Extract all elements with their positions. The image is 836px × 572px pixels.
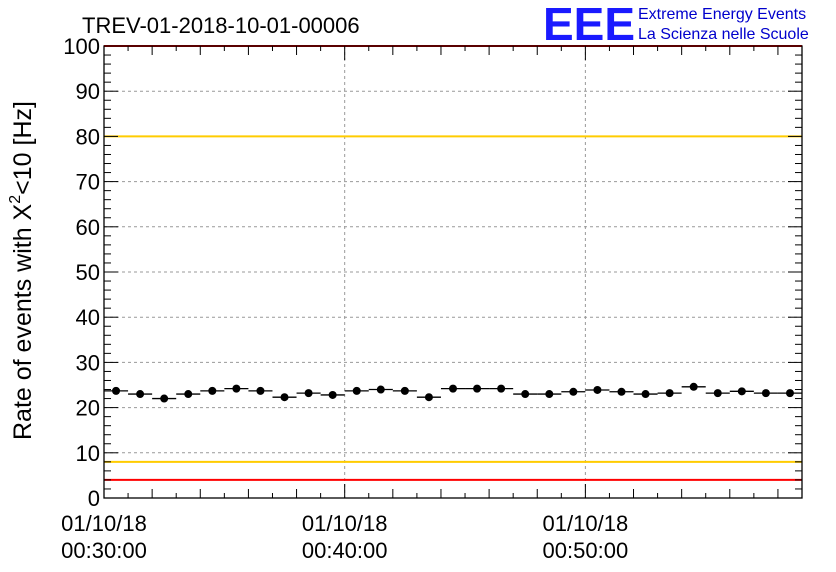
- marker-20: [593, 385, 602, 394]
- marker-16: [497, 384, 506, 393]
- data-point-3: [176, 390, 201, 399]
- data-point-0: [104, 386, 129, 395]
- marker-4: [208, 386, 217, 395]
- data-point-17: [513, 390, 538, 399]
- data-point-28: [777, 389, 802, 398]
- logo-line-1: Extreme Energy Events: [638, 6, 806, 23]
- marker-19: [569, 387, 578, 396]
- marker-23: [665, 389, 674, 398]
- y-tick-label-5: 50: [76, 260, 100, 285]
- x-tick-label-time-1: 00:40:00: [302, 538, 388, 563]
- eee-logo: EEE Extreme Energy Events La Scienza nel…: [543, 0, 809, 50]
- y-axis-label: Rate of events with X2<10 [Hz]: [7, 101, 37, 440]
- marker-0: [112, 386, 121, 395]
- data-point-18: [537, 390, 562, 399]
- y-axis-label-superscript: 2: [7, 195, 24, 204]
- y-tick-label-0: 0: [88, 486, 100, 511]
- data-point-11: [368, 385, 393, 394]
- data-point-19: [561, 387, 586, 396]
- data-point-10: [344, 386, 369, 395]
- x-tick-label-time-0: 00:30:00: [61, 538, 147, 563]
- data-point-8: [296, 389, 321, 398]
- marker-18: [545, 390, 554, 399]
- marker-26: [737, 387, 746, 396]
- data-point-16: [489, 384, 514, 393]
- data-points: [104, 382, 802, 403]
- data-point-23: [657, 389, 682, 398]
- x-tick-label-date-0: 01/10/18: [61, 511, 147, 536]
- y-axis-label-tail: <10 [Hz]: [9, 101, 37, 195]
- y-tick-label-3: 30: [76, 350, 100, 375]
- marker-27: [761, 389, 770, 398]
- data-point-20: [585, 385, 610, 394]
- marker-22: [641, 390, 650, 399]
- data-point-25: [705, 389, 730, 398]
- marker-3: [184, 390, 193, 399]
- marker-13: [424, 393, 433, 402]
- marker-9: [328, 390, 337, 399]
- marker-28: [785, 389, 794, 398]
- data-point-6: [248, 386, 273, 395]
- data-point-12: [392, 386, 417, 395]
- y-tick-label-6: 60: [76, 215, 100, 240]
- reference-lines: [104, 45, 802, 481]
- y-tick-label-10: 100: [63, 34, 100, 59]
- marker-10: [352, 386, 361, 395]
- chart-title: TREV-01-2018-10-01-00006: [82, 13, 360, 38]
- marker-21: [617, 387, 626, 396]
- y-tick-label-1: 10: [76, 441, 100, 466]
- data-point-27: [753, 389, 778, 398]
- marker-24: [689, 382, 698, 391]
- marker-12: [400, 386, 409, 395]
- data-point-24: [681, 382, 706, 391]
- x-tick-label-time-2: 00:50:00: [543, 538, 629, 563]
- grid: [104, 46, 802, 498]
- logo-eee: EEE: [543, 0, 635, 50]
- data-point-9: [320, 390, 345, 399]
- marker-5: [232, 384, 241, 393]
- x-tick-label-date-2: 01/10/18: [543, 511, 629, 536]
- data-point-7: [272, 393, 297, 402]
- y-tick-label-9: 90: [76, 79, 100, 104]
- y-tick-label-8: 80: [76, 124, 100, 149]
- marker-7: [280, 393, 289, 402]
- logo-line-2: La Scienza nelle Scuole: [638, 26, 809, 43]
- data-point-14: [440, 384, 466, 393]
- data-point-21: [609, 387, 634, 396]
- y-axis-label-main: Rate of events with X: [9, 203, 37, 440]
- axes: 010203040506070809010001/10/1800:30:0001…: [61, 34, 803, 563]
- data-point-2: [152, 394, 177, 403]
- marker-1: [136, 390, 145, 399]
- x-tick-label-date-1: 01/10/18: [302, 511, 388, 536]
- marker-2: [160, 394, 169, 403]
- data-point-26: [729, 387, 754, 396]
- marker-25: [713, 389, 722, 398]
- data-point-5: [224, 384, 249, 393]
- marker-14: [449, 384, 457, 393]
- data-point-1: [128, 390, 153, 399]
- data-point-22: [633, 390, 658, 399]
- y-tick-label-7: 70: [76, 170, 100, 195]
- marker-6: [256, 386, 265, 395]
- marker-8: [304, 389, 313, 398]
- y-tick-label-4: 40: [76, 305, 100, 330]
- marker-15: [473, 384, 482, 393]
- data-point-15: [465, 384, 490, 393]
- y-tick-label-2: 20: [76, 396, 100, 421]
- marker-11: [376, 385, 385, 394]
- data-point-4: [200, 386, 225, 395]
- data-point-13: [416, 393, 441, 402]
- marker-17: [521, 390, 530, 399]
